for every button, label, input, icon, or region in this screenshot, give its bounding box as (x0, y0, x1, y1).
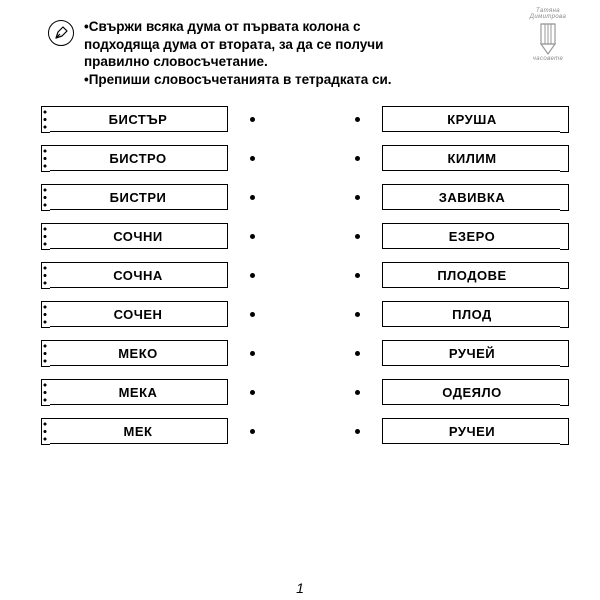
pencil-icon (534, 20, 562, 56)
word-box-left: БИСТРИ (48, 184, 228, 210)
word-row: РУЧЕЙ (332, 340, 562, 366)
pen-nib-icon (54, 26, 68, 40)
word-row: БИСТЪР (48, 106, 278, 132)
word-row: БИСТРО (48, 145, 278, 171)
connector-dot (355, 429, 360, 434)
connector-dot (250, 195, 255, 200)
word-box-left: МЕКА (48, 379, 228, 405)
word-box-right: РУЧЕИ (382, 418, 562, 444)
connector-dot (250, 312, 255, 317)
connector-dot (250, 429, 255, 434)
pen-circle-icon (48, 20, 74, 46)
word-row: ПЛОДОВЕ (332, 262, 562, 288)
word-row: МЕКА (48, 379, 278, 405)
word-box-left: БИСТРО (48, 145, 228, 171)
tab-notch (563, 271, 567, 279)
page-number: 1 (296, 580, 304, 596)
connector-dot (355, 117, 360, 122)
word-box-left: СОЧНИ (48, 223, 228, 249)
word-row: СОЧНА (48, 262, 278, 288)
word-text: ПЛОДОВЕ (437, 268, 506, 283)
word-box-left: МЕК (48, 418, 228, 444)
tab-notch (563, 388, 567, 396)
word-box-right: ЕЗЕРО (382, 223, 562, 249)
word-row: КРУША (332, 106, 562, 132)
word-row: ОДЕЯЛО (332, 379, 562, 405)
tab-notch (563, 349, 567, 357)
word-box-right: КРУША (382, 106, 562, 132)
badge-top-text: Татяна Димитрова (518, 8, 578, 20)
tab-notch (563, 193, 567, 201)
word-box-right: ОДЕЯЛО (382, 379, 562, 405)
connector-dot (355, 156, 360, 161)
connector-dot (250, 273, 255, 278)
author-badge: Татяна Димитрова часовете (518, 8, 578, 68)
connector-dot (355, 273, 360, 278)
word-text: РУЧЕЙ (449, 346, 495, 361)
instruction-line: •Свържи всяка дума от първата колона с (84, 18, 392, 36)
word-box-left: СОЧНА (48, 262, 228, 288)
word-row: ПЛОД (332, 301, 562, 327)
connector-dot (250, 234, 255, 239)
connector-dot (250, 390, 255, 395)
badge-bottom-text: часовете (518, 56, 578, 62)
tab-notch (563, 154, 567, 162)
matching-columns: БИСТЪР БИСТРО БИСТРИ СОЧНИ СОЧНА СОЧЕН М… (48, 106, 562, 444)
connector-dot (250, 117, 255, 122)
word-row: МЕК (48, 418, 278, 444)
word-row: ЕЗЕРО (332, 223, 562, 249)
connector-dot (250, 351, 255, 356)
word-row: БИСТРИ (48, 184, 278, 210)
connector-dot (355, 195, 360, 200)
word-text: КРУША (447, 112, 496, 127)
connector-dot (250, 156, 255, 161)
word-row: МЕКО (48, 340, 278, 366)
word-text: РУЧЕИ (449, 424, 495, 439)
word-row: ЗАВИВКА (332, 184, 562, 210)
word-row: СОЧНИ (48, 223, 278, 249)
instruction-line: правилно словосъчетание. (84, 53, 392, 71)
connector-dot (355, 312, 360, 317)
word-text: ПЛОД (452, 307, 492, 322)
word-row: КИЛИМ (332, 145, 562, 171)
tab-notch (563, 232, 567, 240)
word-box-right: ПЛОДОВЕ (382, 262, 562, 288)
word-text: ОДЕЯЛО (442, 385, 501, 400)
tab-notch (563, 427, 567, 435)
connector-dot (355, 390, 360, 395)
word-box-left: МЕКО (48, 340, 228, 366)
connector-dot (355, 351, 360, 356)
word-row: РУЧЕИ (332, 418, 562, 444)
word-box-right: ЗАВИВКА (382, 184, 562, 210)
word-text: ЗАВИВКА (439, 190, 505, 205)
tab-notch (563, 310, 567, 318)
word-box-left: СОЧЕН (48, 301, 228, 327)
word-box-right: РУЧЕЙ (382, 340, 562, 366)
word-box-left: БИСТЪР (48, 106, 228, 132)
instruction-line: подходяща дума от втората, за да се полу… (84, 36, 392, 54)
connector-dot (355, 234, 360, 239)
word-box-right: КИЛИМ (382, 145, 562, 171)
tab-notch (563, 115, 567, 123)
word-row: СОЧЕН (48, 301, 278, 327)
word-box-right: ПЛОД (382, 301, 562, 327)
left-column: БИСТЪР БИСТРО БИСТРИ СОЧНИ СОЧНА СОЧЕН М… (48, 106, 278, 444)
right-column: КРУША КИЛИМ ЗАВИВКА ЕЗЕРО ПЛОДОВЕ ПЛОД Р… (332, 106, 562, 444)
word-text: КИЛИМ (447, 151, 496, 166)
word-text: ЕЗЕРО (449, 229, 496, 244)
header: •Свържи всяка дума от първата колона с п… (48, 18, 562, 88)
instructions: •Свържи всяка дума от първата колона с п… (84, 18, 392, 88)
instruction-line: •Препиши словосъчетанията в тетрадката с… (84, 71, 392, 89)
